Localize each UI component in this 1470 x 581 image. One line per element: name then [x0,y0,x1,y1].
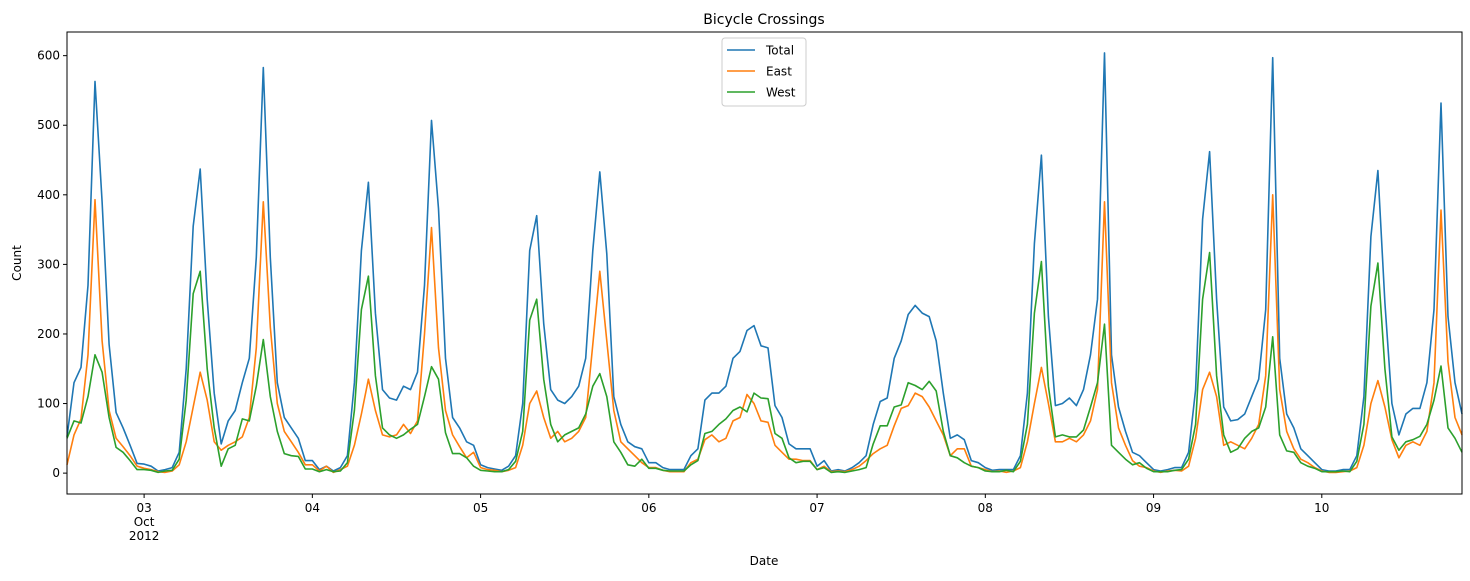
x-tick-label: 09 [1146,501,1161,515]
y-tick-label: 400 [37,188,60,202]
y-tick-label: 200 [37,327,60,341]
y-tick-label: 300 [37,257,60,271]
x-tick-label: 2012 [129,529,160,543]
y-axis-label: Count [10,245,24,281]
legend-label-east: East [766,65,792,79]
x-tick-label: 06 [641,501,656,515]
x-tick-label: 04 [305,501,320,515]
series-line-total [66,52,1463,472]
axes-frame [66,31,1463,495]
y-tick-label: 500 [37,118,60,132]
y-tick-label: 100 [37,397,60,411]
series-line-west [66,251,1463,474]
x-tick-label: 10 [1314,501,1329,515]
legend-label-west: West [766,86,796,100]
x-tick-label: 05 [473,501,488,515]
x-tick-label: Oct [134,515,155,529]
series-line-east [66,194,1463,474]
legend-label-total: Total [765,44,794,58]
chart-title: Bicycle Crossings [703,12,824,28]
x-tick-label: 07 [809,501,824,515]
legend: Total East West [721,37,807,107]
plot-area [66,52,1463,474]
y-tick-label: 0 [52,466,60,480]
x-tick-label: 03 [136,501,151,515]
x-tick-label: 08 [978,501,993,515]
legend-box [721,37,807,107]
x-axis-label: Date [750,554,779,568]
y-tick-label: 600 [37,49,60,63]
y-axis: 0 100 200 300 400 500 600 [37,49,67,480]
